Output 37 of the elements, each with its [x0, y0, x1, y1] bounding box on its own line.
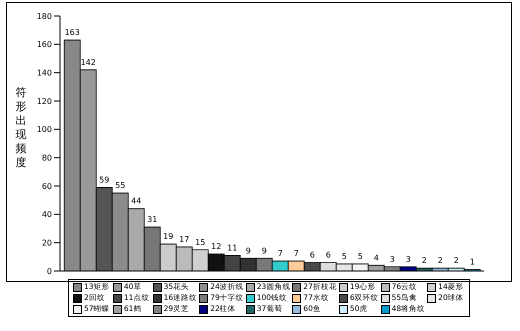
- data-label: 3: [406, 254, 411, 264]
- y-tick-label: 0: [46, 266, 52, 276]
- y-tick-label: 80: [42, 154, 52, 163]
- data-label: 2: [438, 256, 443, 266]
- data-label: 31: [147, 215, 158, 224]
- y-axis-title: 符形出现频度: [14, 86, 28, 170]
- data-label: 19: [163, 232, 174, 242]
- data-label: 15: [195, 238, 206, 247]
- data-label: 17: [179, 234, 190, 244]
- data-label: 12: [211, 242, 222, 251]
- data-label: 5: [342, 252, 347, 261]
- y-tick-label: 140: [36, 68, 52, 78]
- data-label: 59: [99, 175, 110, 184]
- data-label: 5: [358, 252, 363, 261]
- data-label: 11: [227, 243, 238, 252]
- data-label: 6: [326, 250, 331, 260]
- data-label: 9: [262, 246, 267, 256]
- y-tick-label: 60: [42, 182, 52, 191]
- data-label: 3: [390, 254, 395, 264]
- data-label: 2: [454, 256, 459, 266]
- data-label: 44: [131, 196, 142, 206]
- data-label: 163: [64, 28, 80, 38]
- data-label: 1: [470, 258, 475, 267]
- data-label: 7: [278, 249, 283, 258]
- data-label: 55: [115, 181, 126, 190]
- y-tick-label: 180: [36, 12, 52, 21]
- data-label: 6: [310, 250, 315, 260]
- data-label: 7: [294, 249, 299, 258]
- y-tick-label: 160: [36, 40, 52, 50]
- data-label: 142: [80, 58, 96, 67]
- y-tick-label: 20: [42, 238, 52, 248]
- y-tick-label: 120: [36, 96, 52, 106]
- data-label: 2: [422, 256, 427, 266]
- y-tick-label: 40: [42, 210, 52, 220]
- data-label: 9: [246, 246, 251, 256]
- data-label: 4: [374, 253, 379, 262]
- y-tick-label: 100: [36, 125, 52, 134]
